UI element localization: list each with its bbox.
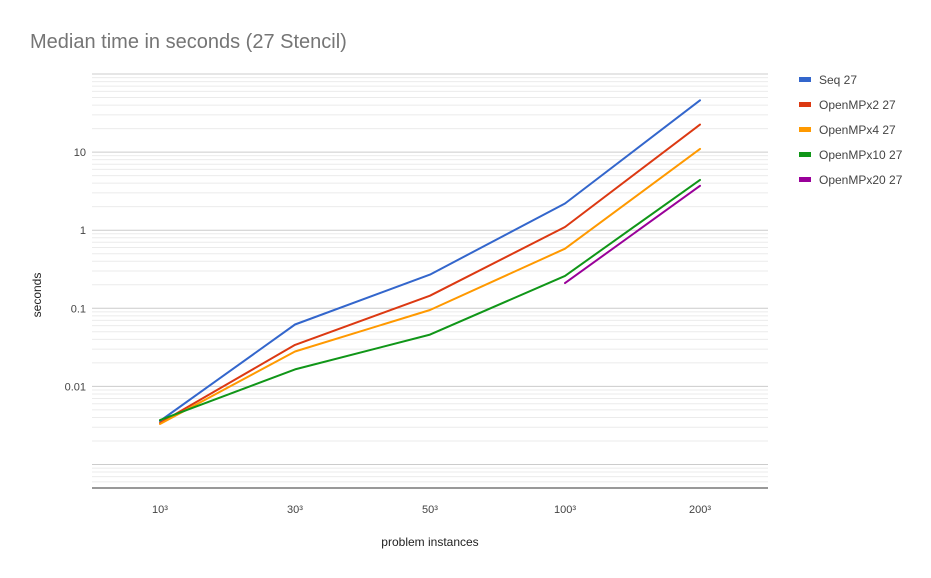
y-axis-label: seconds (30, 273, 44, 318)
series-line-4 (159, 178, 701, 422)
series-line-3 (159, 147, 701, 425)
legend-label: OpenMPx10 27 (819, 148, 903, 162)
x-tick-label: 10³ (152, 504, 168, 516)
legend-swatch (799, 77, 811, 82)
x-tick-label: 50³ (422, 504, 438, 516)
x-tick-label: 200³ (689, 504, 711, 516)
series-line-1 (159, 99, 701, 422)
legend-swatch (799, 177, 811, 182)
x-tick-label: 100³ (554, 504, 576, 516)
grid-lines (92, 73, 768, 489)
legend-swatch (799, 152, 811, 157)
legend-label: OpenMPx2 27 (819, 98, 896, 112)
x-axis-ticks: 10³ 30³ 50³ 100³ 200³ (152, 504, 711, 516)
chart-title: Median time in seconds (27 Stencil) (30, 31, 347, 53)
legend-swatch (799, 127, 811, 132)
y-tick-label: 1 (80, 225, 86, 237)
series-line-5 (564, 184, 701, 285)
legend-label: OpenMPx20 27 (819, 173, 903, 187)
y-tick-label: 10 (74, 147, 86, 159)
series-line-2 (159, 123, 701, 424)
legend-label: OpenMPx4 27 (819, 123, 896, 137)
legend: Seq 27 OpenMPx2 27 OpenMPx4 27 OpenMPx10 27… (799, 73, 903, 187)
legend-swatch (799, 102, 811, 107)
x-axis-label: problem instances (381, 535, 478, 549)
x-tick-label: 30³ (287, 504, 303, 516)
y-tick-label: 0.01 (65, 381, 86, 393)
y-tick-label: 0.1 (71, 303, 86, 315)
series-lines (159, 99, 701, 425)
y-axis-ticks: 0.01 0.1 1 10 (65, 147, 86, 393)
legend-label: Seq 27 (819, 73, 857, 87)
